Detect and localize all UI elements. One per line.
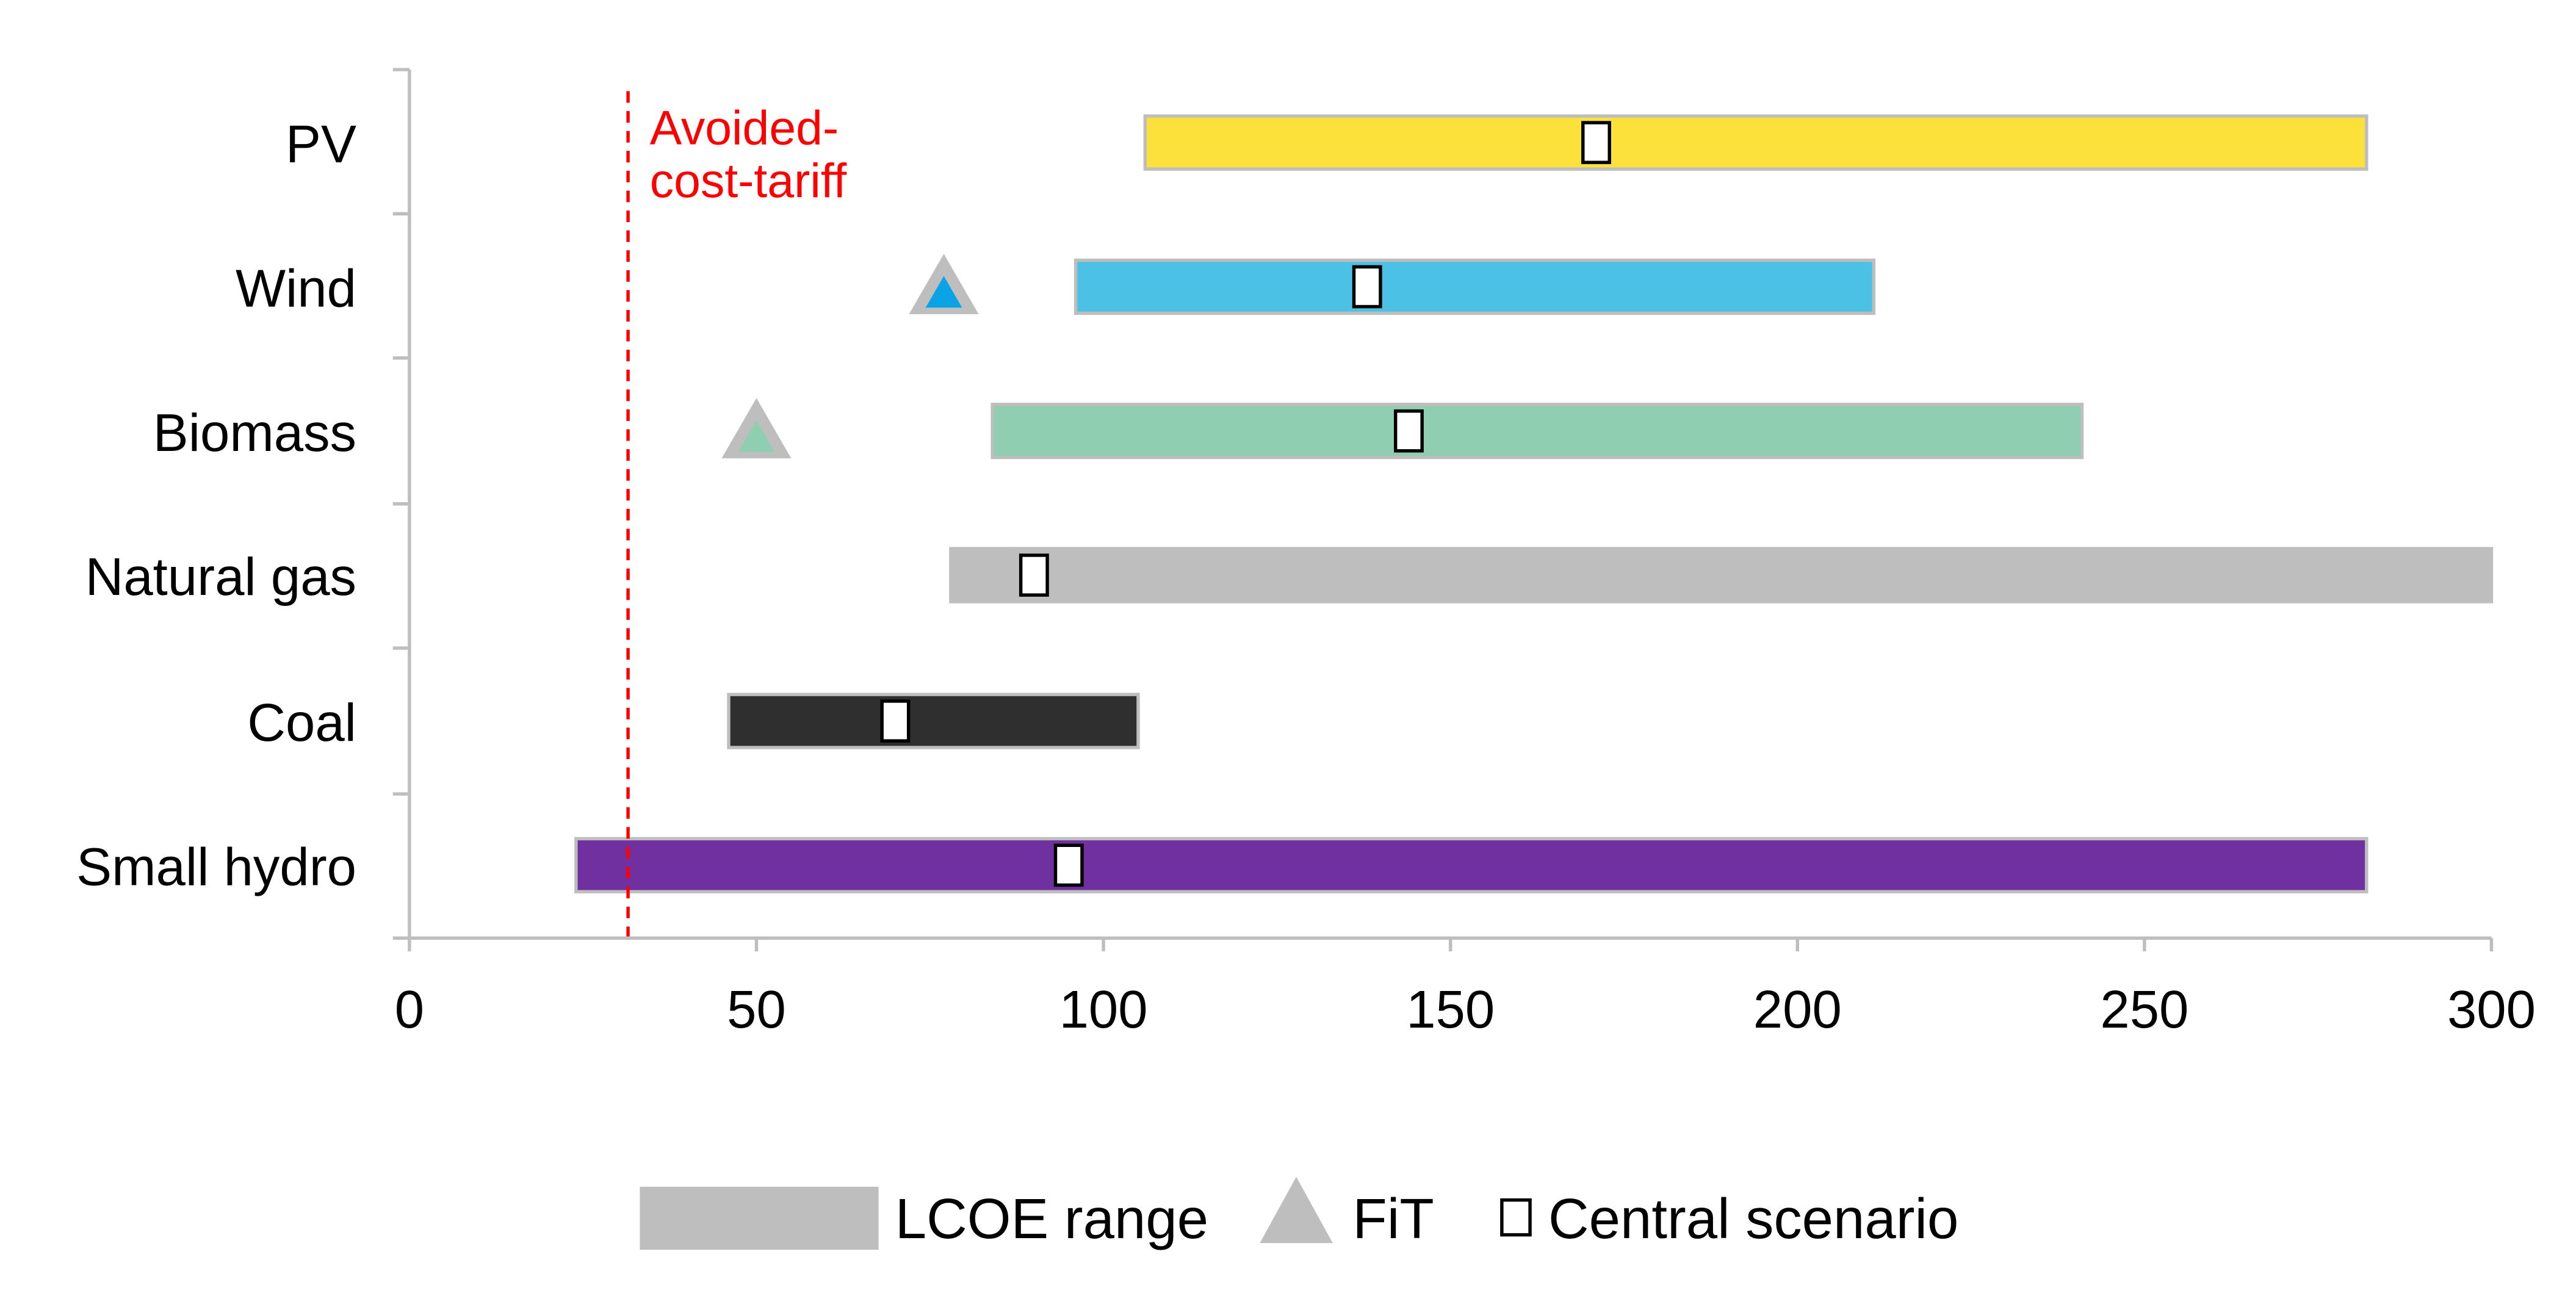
fit-marker (738, 420, 775, 452)
avoided-cost-tariff-label: Avoided- (650, 101, 839, 154)
x-tick-label: 0 (395, 980, 424, 1039)
range-bars (574, 114, 2494, 894)
range-bar-wind (1073, 258, 1876, 315)
central-scenario-marker (1053, 843, 1084, 887)
markers (721, 121, 1611, 887)
x-tick-label: 50 (727, 980, 786, 1039)
range-bar-pv (1143, 114, 2369, 171)
category-label: Coal (247, 693, 356, 752)
x-tick-label: 200 (1753, 980, 1842, 1039)
x-tick-label: 250 (2100, 980, 2188, 1039)
legend-label: Central scenario (1548, 1187, 1958, 1250)
legend-triangle-icon (1260, 1176, 1333, 1244)
range-bar-small-hydro (574, 837, 2369, 894)
central-scenario-marker (880, 699, 911, 743)
x-tick-label: 300 (2447, 980, 2536, 1039)
central-scenario-marker (1352, 265, 1382, 309)
fit-marker (925, 276, 962, 308)
axes: 0 50 100 150 200 250 300 PV Wind Biomass Natural g… (76, 68, 2536, 1039)
x-tick-label: 100 (1059, 980, 1148, 1039)
legend-square-icon (1500, 1198, 1532, 1237)
category-label: PV (286, 115, 356, 174)
legend-label: FiT (1352, 1187, 1434, 1250)
range-bar-biomass (990, 403, 2084, 459)
legend: LCOE range FiT Central scenario (640, 1176, 1958, 1250)
category-label: Small hydro (76, 837, 356, 896)
category-label: Biomass (153, 403, 356, 463)
range-bar-natural-gas (949, 547, 2494, 604)
central-scenario-marker (1581, 121, 1611, 164)
category-label: Wind (236, 259, 356, 319)
x-tick-label: 150 (1406, 980, 1495, 1039)
range-bar-coal (727, 693, 1140, 749)
category-label: Natural gas (85, 547, 356, 607)
reference-line-group: Avoided-cost-tariff (626, 91, 847, 939)
legend-label: LCOE range (895, 1187, 1208, 1250)
central-scenario-marker (1394, 409, 1424, 453)
central-scenario-marker (1019, 553, 1049, 597)
avoided-cost-tariff-label: cost-tariff (650, 154, 847, 207)
legend-swatch-lcoe-range (640, 1186, 879, 1250)
